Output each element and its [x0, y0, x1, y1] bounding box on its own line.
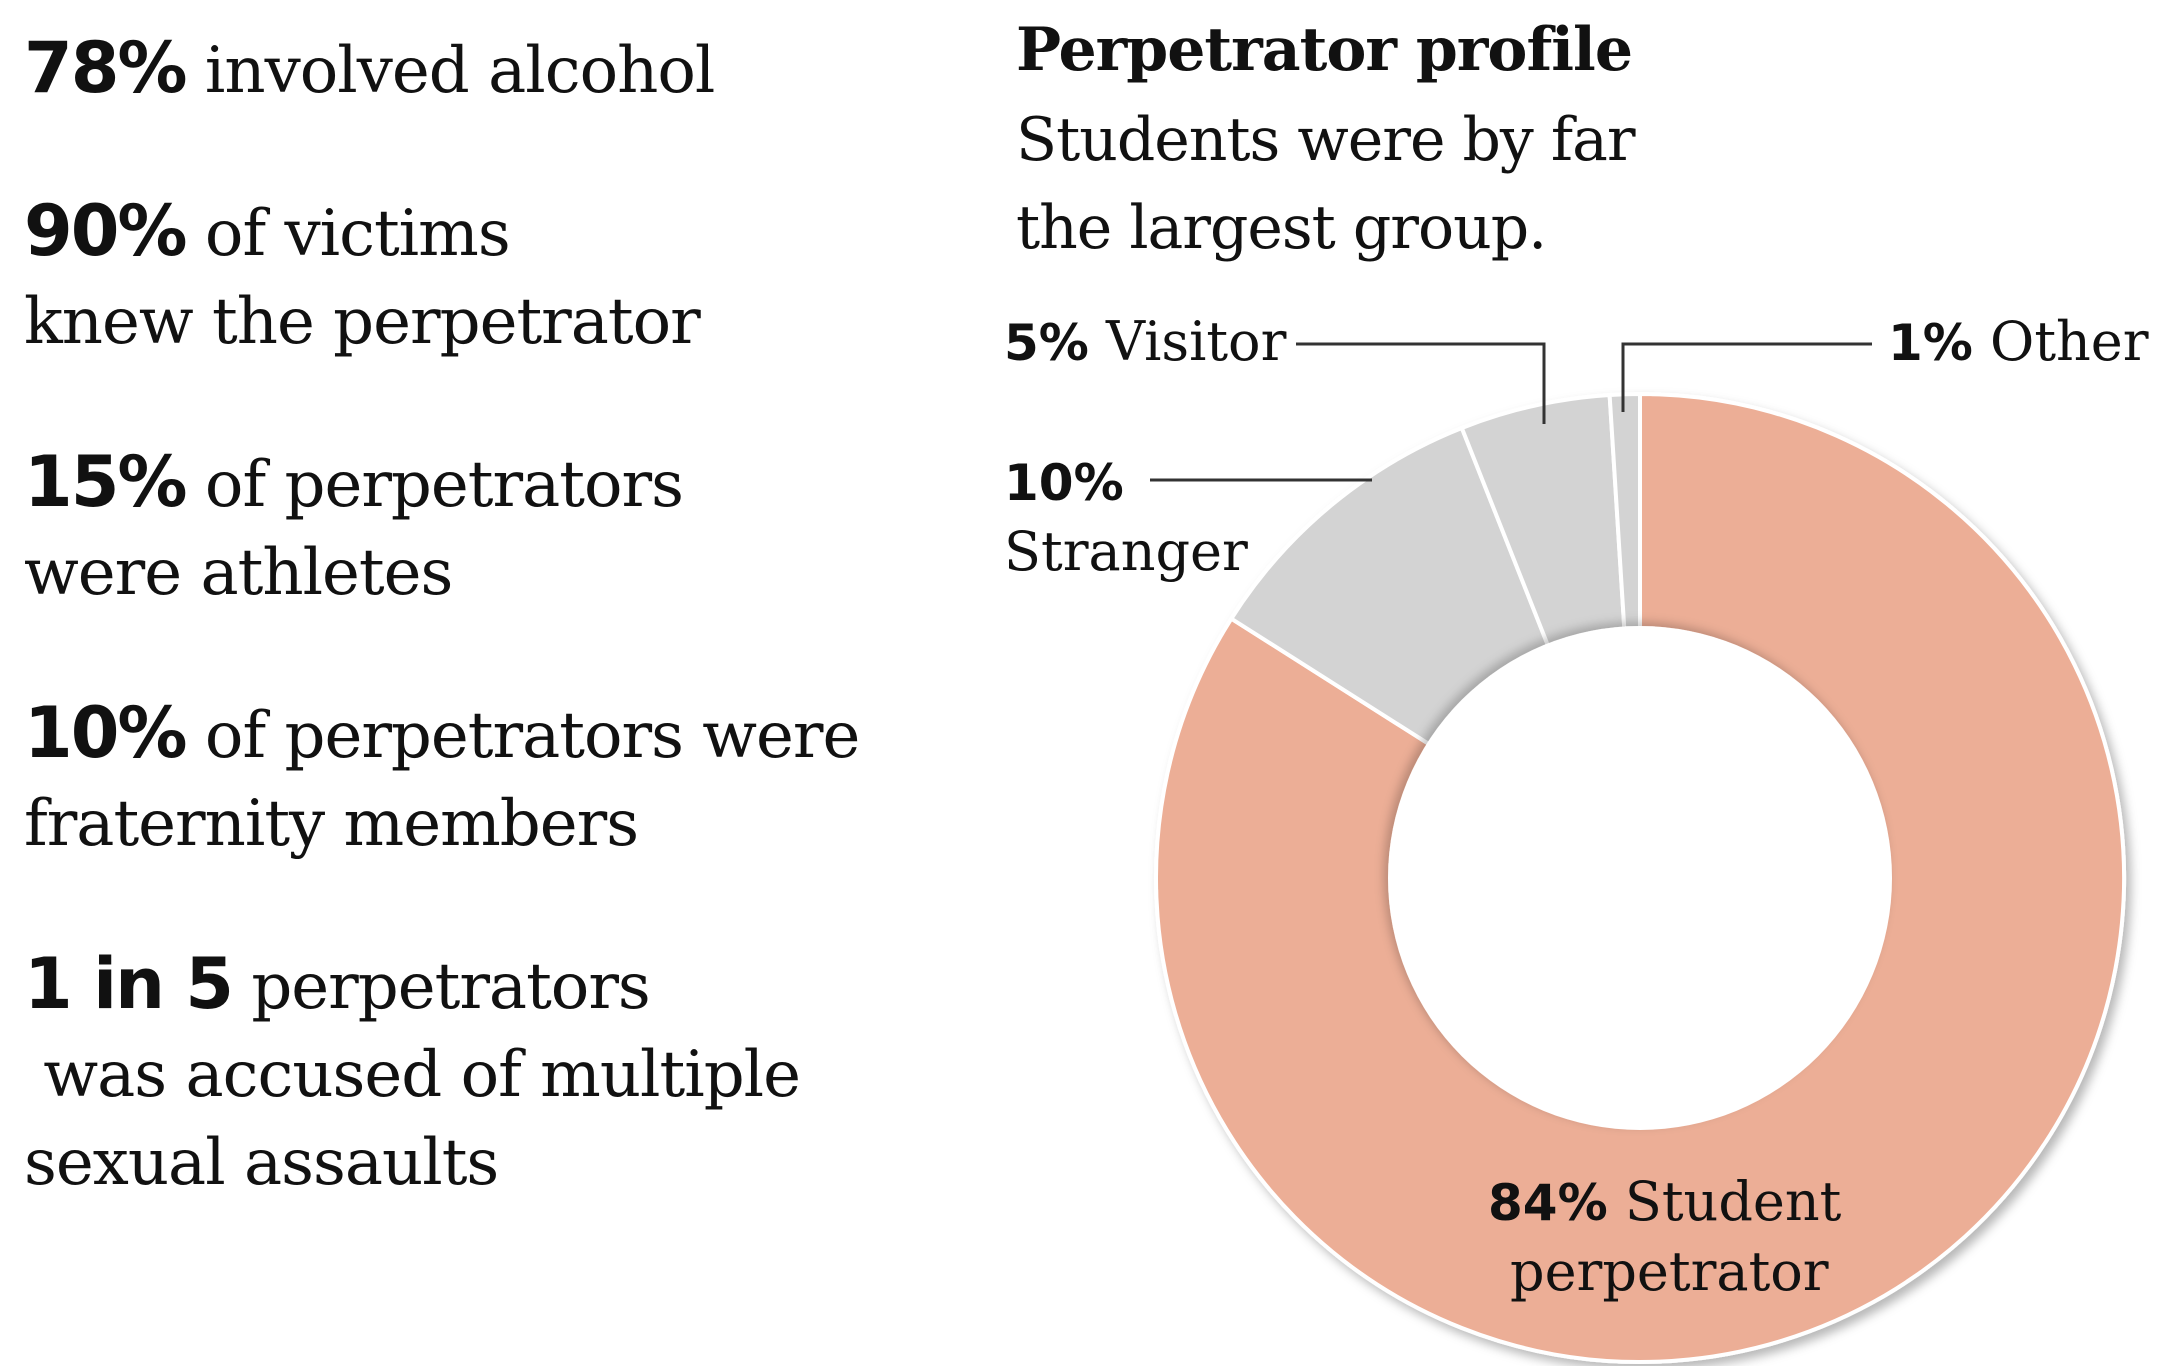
stat-number: 10%	[24, 692, 188, 774]
chart-title: Perpetrator profile	[1016, 15, 1633, 85]
stat-text: of perpetrators were	[204, 699, 860, 773]
stat-text-line: were athletes	[24, 536, 453, 610]
stat-number: 90%	[24, 190, 188, 272]
donut-hole	[1388, 626, 1892, 1130]
chart-subtitle-line: Students were by far	[1016, 105, 1636, 175]
chart-subtitle: Students were by far the largest group.	[1016, 96, 1776, 272]
stat-text-line: knew the perpetrator	[24, 285, 701, 359]
leader-visitor	[1296, 342, 1546, 424]
chart-subtitle-line: the largest group.	[1016, 193, 1547, 263]
key-stats: 78% involved alcohol 90% of victims knew…	[24, 24, 984, 1279]
stat-text: of perpetrators	[204, 448, 684, 522]
label-visitor: 5% Visitor	[1004, 310, 1287, 373]
label-stranger-name: Stranger	[1004, 520, 1248, 583]
stat-text-line: was accused of multiple	[24, 1038, 801, 1112]
stat-knew-perpetrator: 90% of victims knew the perpetrator	[24, 187, 984, 366]
stat-athletes: 15% of perpetrators were athletes	[24, 438, 984, 617]
stat-fraternity: 10% of perpetrators were fraternity memb…	[24, 689, 984, 868]
stat-number: 15%	[24, 441, 188, 523]
label-student-line2: perpetrator	[1510, 1240, 1829, 1303]
donut-slice-student-perpetrator	[1154, 391, 2126, 1364]
stat-text-line: fraternity members	[24, 787, 639, 861]
label-stranger-pct: 10%	[1004, 454, 1124, 512]
stat-multiple-assaults: 1 in 5 perpetrators was accused of multi…	[24, 940, 984, 1207]
stat-number: 1 in 5	[24, 943, 234, 1025]
stat-text: of victims	[204, 197, 511, 271]
stat-number: 78%	[24, 27, 188, 109]
label-student: 84% Student	[1488, 1170, 1842, 1233]
stat-alcohol: 78% involved alcohol	[24, 24, 984, 115]
label-other: 1% Other	[1888, 310, 2149, 373]
stat-text: involved alcohol	[204, 34, 715, 108]
stat-text-line: sexual assaults	[24, 1126, 499, 1200]
leader-other	[1621, 342, 1872, 412]
stat-text: perpetrators	[251, 950, 650, 1024]
